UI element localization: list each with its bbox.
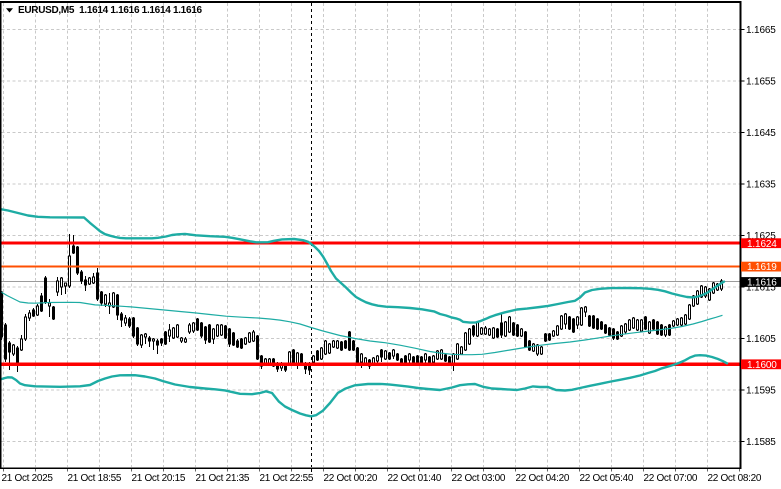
svg-text:21 Oct 21:35: 21 Oct 21:35 [195,473,249,484]
svg-text:21 Oct 20:15: 21 Oct 20:15 [131,473,185,484]
svg-text:1.1624: 1.1624 [747,239,777,250]
svg-text:1.1635: 1.1635 [746,180,776,191]
svg-text:1.1616: 1.1616 [747,278,777,289]
svg-text:1.1600: 1.1600 [747,360,777,371]
svg-text:1.1619: 1.1619 [747,262,777,273]
svg-text:22 Oct 00:20: 22 Oct 00:20 [323,473,377,484]
svg-text:1.1585: 1.1585 [746,437,776,448]
svg-text:22 Oct 08:20: 22 Oct 08:20 [707,473,761,484]
svg-text:22 Oct 07:00: 22 Oct 07:00 [643,473,697,484]
svg-text:1.1605: 1.1605 [746,334,776,345]
svg-text:22 Oct 01:40: 22 Oct 01:40 [387,473,441,484]
svg-text:21 Oct 22:55: 21 Oct 22:55 [259,473,313,484]
svg-text:1.1655: 1.1655 [746,77,776,88]
svg-text:1.1615: 1.1615 [746,283,776,294]
svg-text:1.1665: 1.1665 [746,25,776,36]
svg-text:21 Oct 2025: 21 Oct 2025 [2,473,54,484]
svg-text:1.1625: 1.1625 [746,231,776,242]
svg-text:22 Oct 03:00: 22 Oct 03:00 [451,473,505,484]
svg-text:22 Oct 04:20: 22 Oct 04:20 [515,473,569,484]
svg-text:EURUSD,M5 1.1614 1.1616 1.161: EURUSD,M5 1.1614 1.1616 1.1614 1.1616 [18,5,202,16]
svg-text:22 Oct 05:40: 22 Oct 05:40 [579,473,633,484]
svg-text:21 Oct 18:55: 21 Oct 18:55 [67,473,121,484]
svg-text:1.1595: 1.1595 [746,386,776,397]
svg-text:1.1645: 1.1645 [746,128,776,139]
